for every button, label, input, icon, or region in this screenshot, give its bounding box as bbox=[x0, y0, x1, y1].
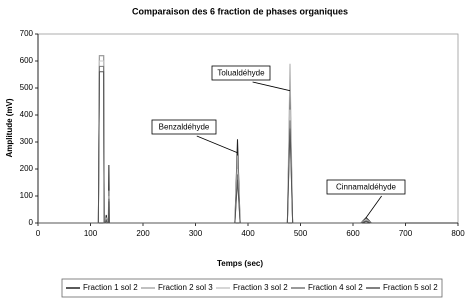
annotation-box bbox=[151, 119, 217, 135]
x-tick-label: 400 bbox=[241, 229, 255, 238]
chart-title: Comparaison des 6 fraction de phases org… bbox=[132, 6, 348, 16]
annotation-text: Benzaldéhyde bbox=[159, 123, 210, 132]
x-tick-label: 800 bbox=[451, 229, 465, 238]
plot-frame bbox=[37, 33, 459, 224]
annotation-box bbox=[211, 65, 271, 81]
y-tick-label: 600 bbox=[20, 56, 34, 65]
x-axis-title: Temps (sec) bbox=[217, 259, 263, 268]
y-tick-label: 500 bbox=[20, 83, 34, 92]
legend-label: Fraction 3 sol 2 bbox=[233, 283, 288, 292]
annotation-text: Cinnamaldéhyde bbox=[336, 183, 397, 192]
annotation-box bbox=[326, 179, 406, 195]
x-tick-label: 700 bbox=[399, 229, 413, 238]
series-line bbox=[38, 71, 406, 224]
series-line bbox=[38, 55, 406, 224]
annotation-arrow bbox=[365, 195, 382, 218]
series-line bbox=[38, 55, 406, 224]
y-tick-label: 100 bbox=[20, 191, 34, 200]
y-tick-label: 200 bbox=[20, 164, 34, 173]
x-tick-label: 200 bbox=[136, 229, 150, 238]
legend-label: Fraction 4 sol 2 bbox=[308, 283, 363, 292]
x-tick-label: 0 bbox=[36, 229, 41, 238]
series-line bbox=[38, 65, 406, 224]
y-tick-label: 300 bbox=[20, 137, 34, 146]
y-tick-label: 400 bbox=[20, 110, 34, 119]
legend-label: Fraction 5 sol 2 bbox=[383, 283, 438, 292]
legend-label: Fraction 1 sol 2 bbox=[83, 283, 138, 292]
y-tick-label: 700 bbox=[20, 29, 34, 38]
series-line bbox=[38, 60, 406, 224]
annotation-arrow bbox=[252, 81, 291, 92]
y-axis-title: Amplitude (mV) bbox=[5, 98, 14, 157]
y-tick-label: 0 bbox=[29, 218, 34, 227]
x-tick-label: 600 bbox=[346, 229, 360, 238]
x-tick-label: 100 bbox=[84, 229, 98, 238]
annotation-text: Tolualdéhyde bbox=[217, 69, 265, 78]
legend-label: Fraction 2 sol 3 bbox=[158, 283, 213, 292]
x-tick-label: 500 bbox=[294, 229, 308, 238]
annotation-arrow bbox=[196, 135, 238, 154]
x-tick-label: 300 bbox=[189, 229, 203, 238]
legend-box bbox=[61, 278, 443, 298]
